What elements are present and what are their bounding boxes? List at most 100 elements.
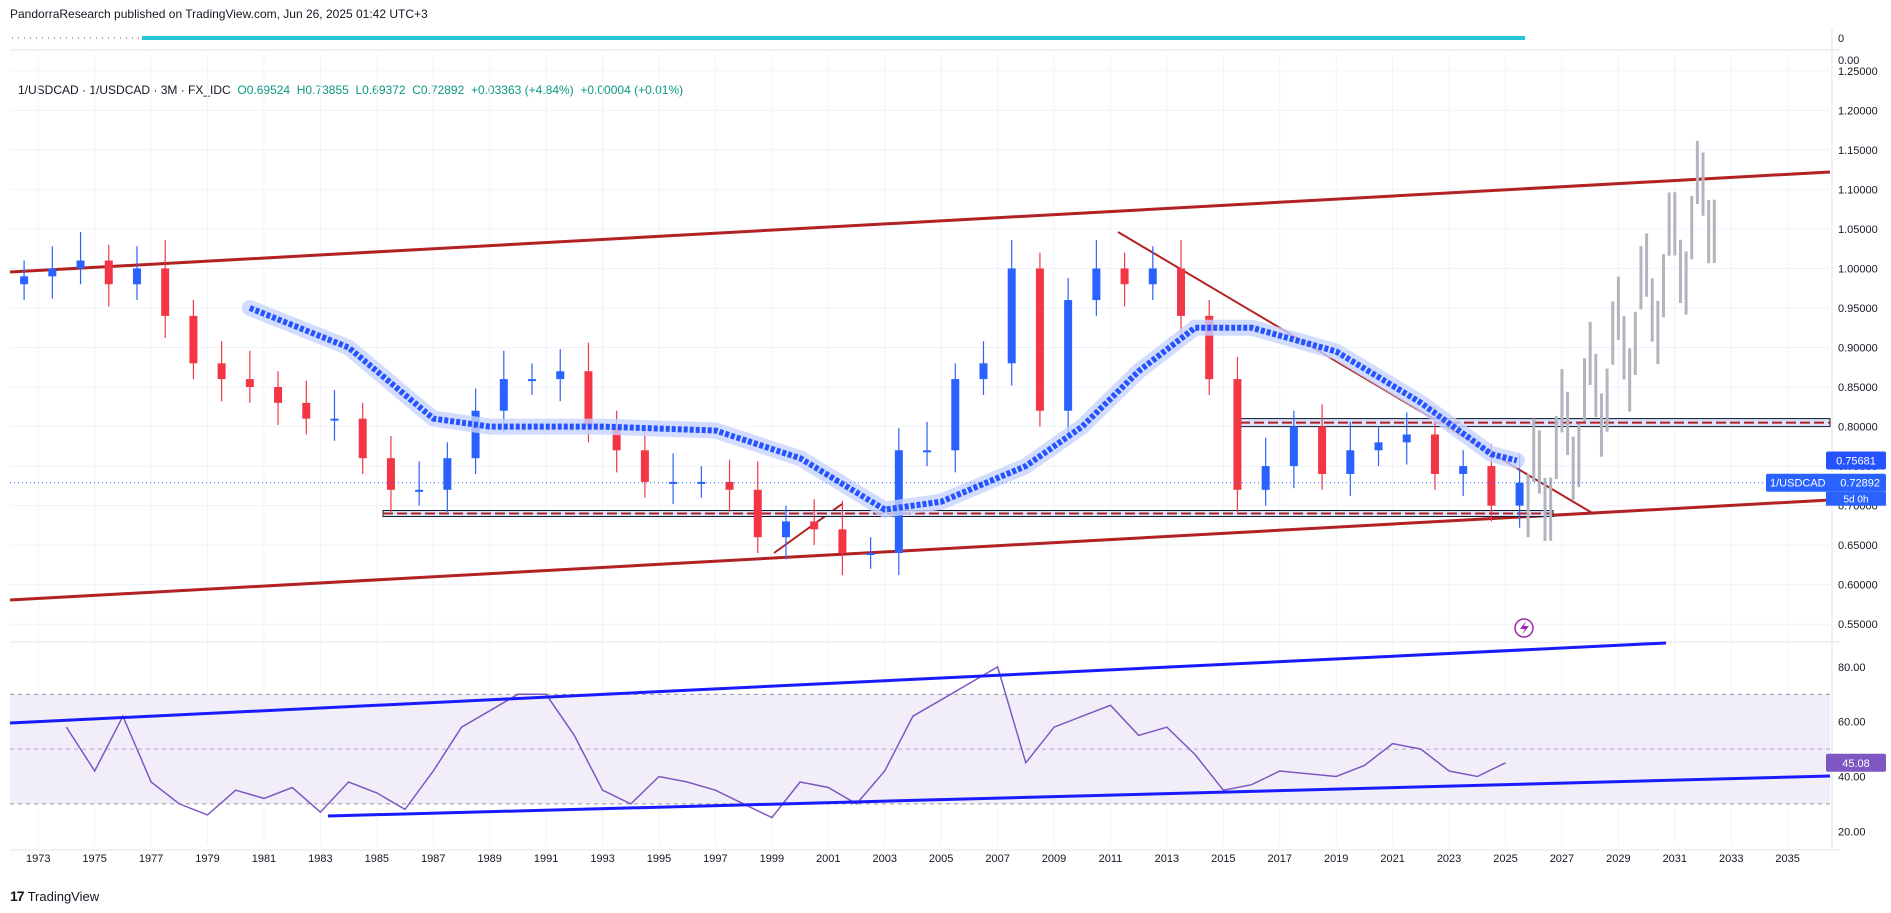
candle-body (161, 268, 170, 316)
x-tick-label: 2035 (1775, 853, 1799, 865)
current-price-value: 0.72892 (1840, 478, 1880, 490)
price-tick-label: 0.85000 (1838, 382, 1878, 394)
candle-body (1261, 466, 1270, 490)
candle-body (640, 450, 649, 482)
legend-symbol[interactable]: 1/USDCAD · 1/USDCAD · 3M · FX_IDC (18, 83, 231, 97)
price-tick-label: 1.20000 (1838, 105, 1878, 117)
x-tick-label: 1983 (308, 853, 332, 865)
x-tick-label: 2001 (816, 853, 840, 865)
candle-body (104, 260, 113, 285)
x-tick-label: 2003 (872, 853, 896, 865)
candle-body (1092, 268, 1101, 301)
tradingview-logo-icon: 17 (10, 888, 25, 904)
candle-body (499, 379, 508, 411)
price-tick-label: 0.65000 (1838, 540, 1878, 552)
candle-body (1487, 466, 1496, 506)
tradingview-brand[interactable]: 17 TradingView (10, 888, 99, 904)
candle-body (612, 426, 621, 451)
candle-body (471, 410, 480, 459)
x-tick-label: 2029 (1606, 853, 1630, 865)
legend-low: L0.69372 (355, 83, 406, 97)
x-tick-label: 2015 (1211, 853, 1235, 865)
candle-body (302, 402, 311, 419)
legend-change: +0.03363 (+4.84%) (470, 83, 574, 97)
legend-high: H0.73855 (296, 83, 349, 97)
descending-trendline (1117, 231, 1595, 515)
candle-body (1346, 450, 1355, 474)
x-tick-label: 2019 (1324, 853, 1348, 865)
x-tick-label: 2007 (985, 853, 1009, 865)
candle-body (528, 379, 537, 382)
publisher-header: PandorraResearch published on TradingVie… (10, 7, 428, 21)
moving-average-glow (241, 300, 1525, 518)
rsi-tick-label: 40.00 (1838, 772, 1866, 784)
candle-body (358, 418, 367, 459)
candle-body (443, 458, 452, 490)
rsi-tick-label: 80.00 (1838, 662, 1866, 674)
x-tick-label: 2021 (1380, 853, 1404, 865)
rsi-value-badge (1826, 753, 1886, 772)
x-tick-label: 1997 (703, 853, 727, 865)
rsi-tick-label: 60.00 (1838, 717, 1866, 729)
x-tick-label: 1979 (195, 853, 219, 865)
countdown-badge (1826, 491, 1886, 506)
candle-body (951, 379, 960, 451)
x-tick-label: 2011 (1099, 853, 1123, 865)
price-tick-label: 0.95000 (1838, 303, 1878, 315)
candle-body (781, 521, 790, 538)
candle-body (725, 481, 734, 490)
x-tick-label: 1977 (139, 853, 163, 865)
flash-bolt-icon (1520, 621, 1529, 635)
candle-body (979, 363, 988, 380)
candle-body (1318, 426, 1327, 474)
rsi-lower-channel (327, 774, 1831, 818)
x-tick-label: 1989 (477, 853, 501, 865)
ma-price-badge (1826, 451, 1886, 470)
current-price-badge (1766, 473, 1886, 492)
price-tick-label: 0.90000 (1838, 343, 1878, 355)
candle-body (48, 268, 57, 277)
rsi-value-label: 45.08 (1842, 758, 1870, 770)
candle-body (20, 276, 29, 285)
price-tick-label: 1.00000 (1838, 263, 1878, 275)
candle-body (923, 450, 932, 453)
price-tick-label: 1.25000 (1838, 66, 1878, 78)
candle-body (1007, 268, 1016, 364)
candle-body (1148, 268, 1157, 285)
candle-body (76, 260, 85, 269)
candle-body (669, 481, 678, 484)
candle-body (1120, 268, 1129, 285)
x-tick-label: 2031 (1663, 853, 1687, 865)
x-tick-label: 1999 (760, 853, 784, 865)
candle-body (132, 268, 141, 285)
rsi-tick-label: 20.00 (1838, 826, 1866, 838)
x-tick-label: 1975 (82, 853, 106, 865)
rsi-upper-channel (9, 641, 1667, 725)
candle-body (556, 371, 565, 380)
current-price-symbol: 1/USDCAD (1770, 478, 1826, 490)
price-tick-label: 0.55000 (1838, 619, 1878, 631)
x-tick-label: 2005 (929, 853, 953, 865)
price-tick-label: 1.15000 (1838, 145, 1878, 157)
candle-body (584, 371, 593, 427)
x-tick-label: 1993 (590, 853, 614, 865)
x-tick-label: 1987 (421, 853, 445, 865)
candle-body (1374, 442, 1383, 451)
x-tick-label: 1973 (26, 853, 50, 865)
candle-body (415, 489, 424, 492)
candle-body (274, 387, 283, 403)
candle-body (1233, 379, 1242, 490)
price-tick-label: 1.05000 (1838, 224, 1878, 236)
candle-body (1430, 434, 1439, 474)
candle-body (245, 379, 254, 388)
x-tick-label: 2033 (1719, 853, 1743, 865)
candle-body (330, 418, 339, 421)
x-tick-label: 1995 (647, 853, 671, 865)
candle-body (1515, 482, 1524, 506)
x-tick-label: 1991 (534, 853, 558, 865)
x-tick-label: 2023 (1437, 853, 1461, 865)
candle-body (1402, 434, 1411, 443)
candle-body (189, 315, 198, 364)
x-tick-label: 2025 (1493, 853, 1517, 865)
